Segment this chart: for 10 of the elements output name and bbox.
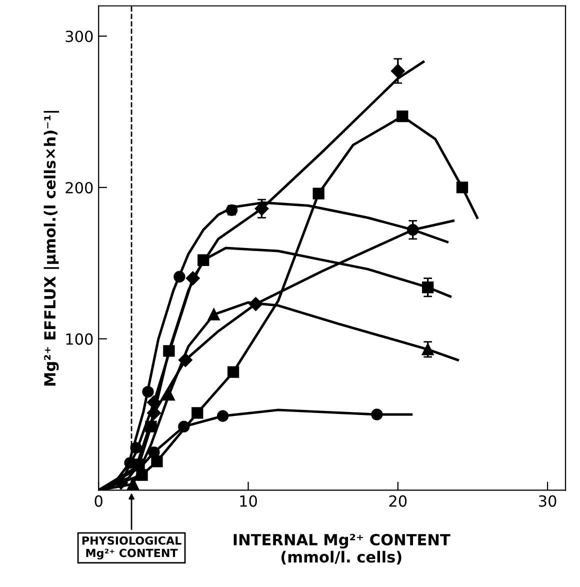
ref-line-label: PHYSIOLOGICAL Mg²⁺ CONTENT [82,536,182,560]
x-tick-label: 20 [389,495,407,507]
x-tick-label: 30 [538,495,556,507]
y-tick-label: 300 [66,30,93,42]
y-tick-label: 200 [66,182,93,194]
y-tick-label: 100 [66,333,93,345]
x-tick-label: 10 [240,495,257,507]
x-tick-label: 0 [94,495,102,507]
y-axis-title: Mg²⁺ EFFLUX |µmol.(l cells×h)⁻¹| [44,110,60,386]
x-axis-title: INTERNAL Mg²⁺ CONTENT (mmol/l. cells) [234,534,450,564]
